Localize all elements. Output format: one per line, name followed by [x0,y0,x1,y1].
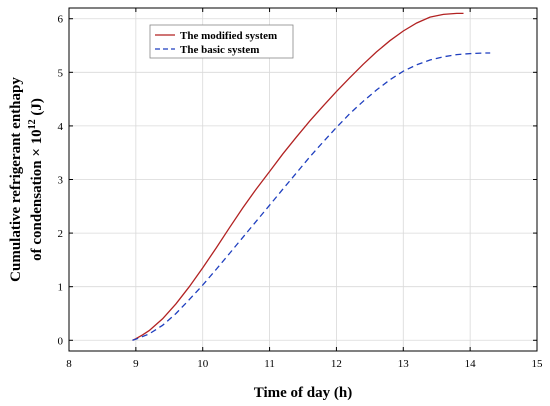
series-group [132,12,491,341]
y-tick-label: 6 [58,14,64,26]
x-axis-label: Time of day (h) [254,385,352,401]
y-axis-label-line1: Cumulative refrigerant enthapy [8,77,24,282]
x-tick-label: 13 [398,358,410,370]
y-axis-label: Cumulative refrigerant enthapy of conden… [8,77,45,282]
legend-box [149,24,294,59]
grid [68,8,538,351]
x-tick-label: 12 [331,358,342,370]
y-tick-label: 2 [58,228,64,240]
y-tick-label: 5 [58,67,64,79]
x-tick-label: 10 [197,358,209,370]
y-tick-label: 0 [58,335,64,347]
x-tick-label: 14 [465,358,477,370]
x-tick-label: 9 [133,358,139,370]
y-axis-label-line2: of condensation × 1012 (J) [27,98,45,261]
y-tick-label: 1 [58,282,64,294]
y-axis-label-unit: (J) [29,98,45,119]
series-line-1 [132,12,464,341]
x-tick-label: 11 [264,358,275,370]
y-axis-label-exponent: 12 [27,119,38,129]
legend-label-2: The basic system [180,44,259,56]
y-tick-label: 3 [58,175,64,187]
y-tick-label: 4 [58,121,64,133]
legend-label-1: The modified system [180,30,277,42]
x-tick-label: 8 [66,358,72,370]
x-tick-label: 15 [532,358,544,370]
series-line-2 [132,52,491,341]
legend: The modified system The basic system [149,24,294,59]
y-axis-label-prefix: of condensation × 10 [29,129,45,260]
